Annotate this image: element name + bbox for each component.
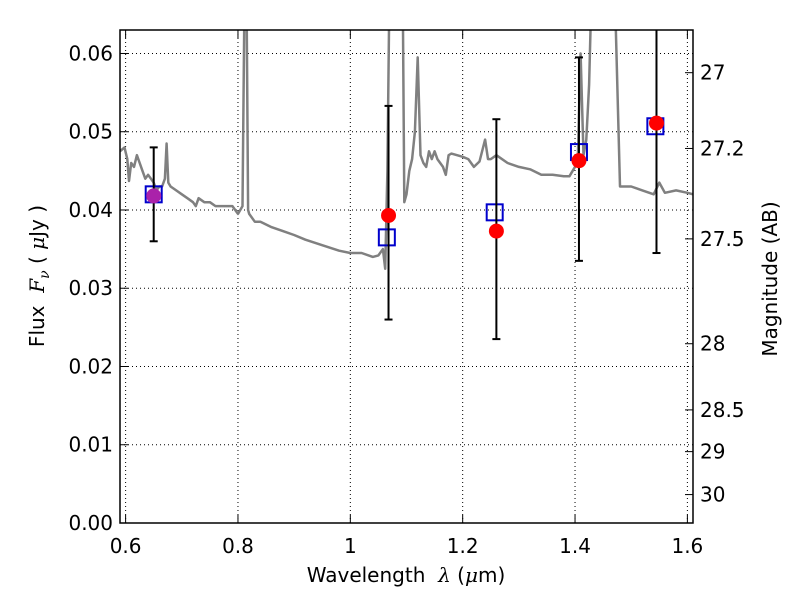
x-tick-label: 1.6 [671,534,703,558]
observed-points [146,115,664,239]
observed-point [488,223,504,239]
x-tick-label: 0.8 [222,534,254,558]
y-tick-label: 0.03 [68,276,113,300]
x-tick-labels: 0.6 0.8 1 1.2 1.4 1.6 [110,534,704,558]
x-axis-label-unit-open: ( [451,563,465,587]
y-tick-label: 0.06 [68,41,113,65]
y-axis-label-unit-mu: μ [25,237,49,250]
y-axis-label-unit-rest: Jy ) [25,205,49,239]
spectrum-line [120,30,693,270]
y-axis-label-unit-open: ( [25,250,49,271]
plot-area [120,30,693,341]
x-axis-label: Wavelength λ (μm) [307,563,506,587]
y-tick-label: 0.02 [68,354,113,378]
y-axis-label-symbol: F [25,278,49,294]
observed-point [146,188,162,204]
y2-tick-label: 30 [700,483,725,507]
x-tick-label: 1 [344,534,357,558]
x-axis-label-symbol: λ [437,563,451,587]
y-tick-label: 0.05 [68,120,113,144]
grid [120,30,693,524]
y2-tick-label: 28 [700,332,725,356]
y-tick-label: 0.04 [68,198,113,222]
y-axis-label: Flux Fν ( μJy ) [25,205,53,347]
observed-point [381,207,397,223]
y2-tick-label: 27.2 [700,136,745,160]
y2-axis-label: Magnitude (AB) [758,201,782,356]
x-tick-label: 1.4 [559,534,591,558]
axis-ticks [120,30,693,524]
observed-point [571,153,587,169]
model-point [485,203,504,222]
plot-frame [119,29,694,524]
x-tick-label: 0.6 [110,534,142,558]
y2-tick-label: 28.5 [700,398,745,422]
y2-tick-labels: 27 27.2 27.5 28 28.5 29 30 [700,61,745,507]
y-axis-label-space [25,293,49,306]
x-axis-label-unit-mu: μ [465,563,478,587]
y2-tick-label: 29 [700,440,725,464]
model-point [377,228,396,247]
observed-point [648,115,664,131]
x-axis-label-text: Wavelength [307,563,426,587]
y2-tick-label: 27.5 [700,227,745,251]
y-axis-label-text: Flux [25,305,49,347]
y-axis-label-subscript: ν [37,270,53,279]
y-tick-labels: 0.00 0.01 0.02 0.03 0.04 0.05 0.06 [68,41,113,535]
y2-tick-label: 27 [700,61,725,85]
x-axis-label-space [425,563,438,587]
x-axis-label-unit-rest: m) [478,563,505,587]
y-tick-label: 0.00 [68,511,113,535]
x-tick-label: 1.2 [447,534,479,558]
y-tick-label: 0.01 [68,433,113,457]
